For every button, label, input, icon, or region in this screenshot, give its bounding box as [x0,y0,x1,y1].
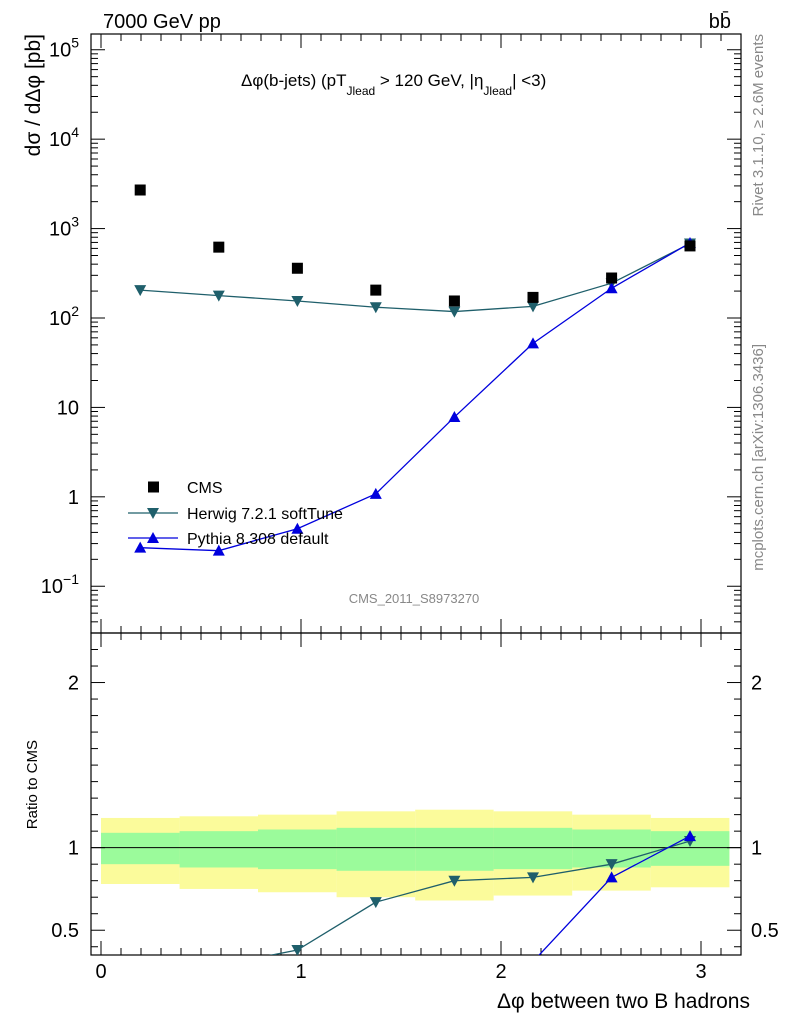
ratio-plot-frame [90,632,742,956]
band-stat_green-bin-5 [493,827,573,870]
y-tick-label: 10 [57,397,79,419]
marker-1-3 [369,302,382,314]
ratio-y-tick-label-right: 0.5 [751,920,779,942]
series-line-1 [140,242,691,313]
marker-2-4 [448,411,461,423]
y-tick-label: 10−1 [41,571,79,598]
y-tick-label: 1 [68,487,79,509]
y-tick-label: 105 [49,35,79,62]
text-layer: 7000 GeV pp bb̄ Δφ(b-jets) (pTJlead > 12… [22,10,767,1013]
mcplots-reference-text: mcplots.cern.ch [arXiv:1306.3436] [750,344,767,571]
legend-marker-cms [148,481,159,493]
plot-title: Δφ(b-jets) (pTJlead > 120 GeV, |ηJlead| … [241,71,546,98]
marker-1-1 [212,290,225,302]
legend-marker-1 [147,508,159,519]
header-right: bb̄ [709,10,731,33]
ratio-marker-0-3 [369,897,382,909]
band-stat_green-bin-2 [258,829,337,870]
ratio-marker-0-2 [291,945,304,955]
data-point-0 [134,184,146,196]
x-tick-label: 2 [495,961,506,983]
legend-marker-2 [147,532,159,543]
y-axis-label: dσ / dΔφ [pb] [22,34,45,156]
ratio-marker-1-7 [684,830,696,842]
x-tick-label: 0 [95,961,106,983]
header-left: 7000 GeV pp [103,11,221,33]
band-stat_green-bin-4 [415,827,494,871]
axis-ticks: 10−1 1 10 102 103 104 105 0 1 2 3 0.5 0.5 1 1 2 2 [41,34,779,983]
data-point-3 [370,284,382,296]
y-tick-label: 103 [49,214,79,241]
marker-1-4 [448,306,461,318]
marker-2-0 [134,541,147,553]
legend-label-0: CMS [187,480,223,497]
x-axis-label: Δφ between two B hadrons [497,990,750,1013]
marker-2-2 [291,522,304,534]
data-point-1 [213,241,225,253]
ratio-marker-0-6 [605,859,618,871]
ratio-y-axis-label: Ratio to CMS [24,740,41,829]
ratio-marker-0-5 [527,872,539,884]
marker-1-5 [527,301,539,313]
marker-2-3 [369,487,382,499]
band-stat_green-bin-0 [101,832,180,865]
marker-1-2 [291,295,304,307]
data-point-4 [448,295,460,307]
marker-1-0 [134,285,147,297]
ratio-marker-0-4 [448,875,461,887]
ratio-y-tick-label: 0.5 [51,920,79,942]
ratio-line-1 [538,835,691,955]
marker-2-5 [527,337,539,349]
marker-2-6 [605,282,618,294]
ratio-y-tick-label-right: 1 [751,838,762,860]
data-point-2 [291,262,303,274]
series-layer [134,184,696,955]
y-tick-label: 104 [49,124,79,151]
ratio-y-tick-label: 2 [68,673,79,695]
legend-label-2: Pythia 8.308 default [187,531,329,548]
data-point-5 [527,291,539,303]
legend-label-1: Herwig 7.2.1 softTune [187,506,343,523]
ratio-series [268,830,696,955]
ratio-y-tick-label: 1 [68,838,79,860]
plot-frames [90,33,742,956]
band-stat_green-bin-1 [179,831,258,868]
data-point-6 [606,272,618,284]
analysis-watermark: CMS_2011_S8973270 [349,591,480,606]
legend: CMS Herwig 7.2.1 softTune Pythia 8.308 def… [128,480,343,548]
data-point-7 [684,240,696,252]
y-tick-label: 102 [49,303,79,330]
rivet-version-text: Rivet 3.1.10, ≥ 2.6M events [750,34,767,217]
ratio-y-tick-label-right: 2 [751,673,762,695]
ratio-marker-1-6 [605,871,618,883]
band-stat_green-bin-3 [336,827,416,871]
main-series [134,184,696,556]
marker-2-1 [212,544,225,556]
x-tick-label: 1 [295,961,306,983]
ratio-line-0 [268,840,691,955]
series-line-2 [140,242,691,552]
x-tick-label: 3 [695,961,706,983]
